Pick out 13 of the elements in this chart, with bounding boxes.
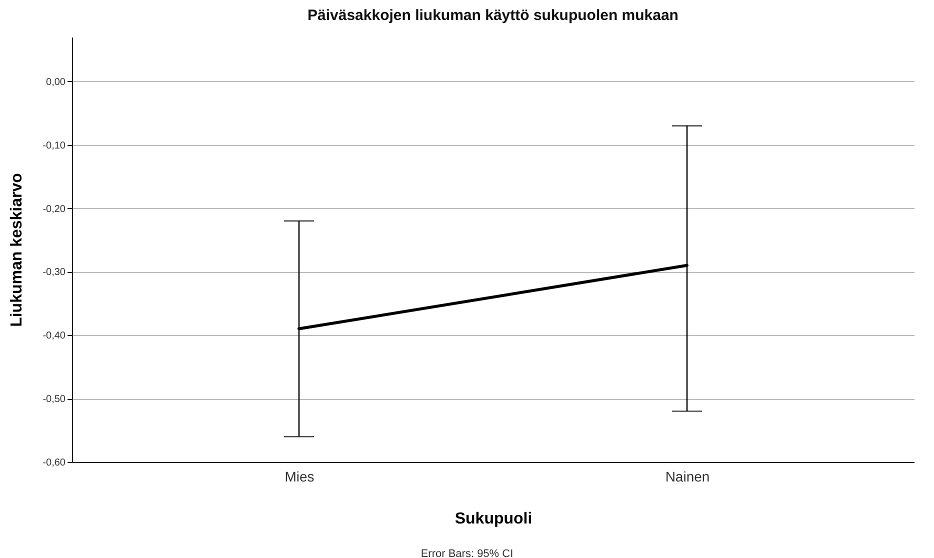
x-tick-label: Mies <box>284 468 314 484</box>
y-tick-label: -0,50 <box>42 394 66 406</box>
y-tick-label: -0,10 <box>42 140 66 152</box>
y-axis-title: Liukuman keskiarvo <box>8 172 26 327</box>
y-tick-label: -0,20 <box>42 204 66 215</box>
y-tick-label: 0,00 <box>46 76 66 88</box>
y-tick-label: -0,30 <box>42 267 66 278</box>
x-tick-label: Nainen <box>665 468 710 484</box>
chart-title: Päiväsakkojen liukuman käyttö sukupuolen mukaan <box>308 7 678 24</box>
text: Error Bars: 95% CI <box>420 548 514 558</box>
x-axis-title: Sukupuoli <box>454 510 532 528</box>
y-tick-label: -0,40 <box>42 330 66 342</box>
y-tick-label: -0,60 <box>42 458 66 468</box>
